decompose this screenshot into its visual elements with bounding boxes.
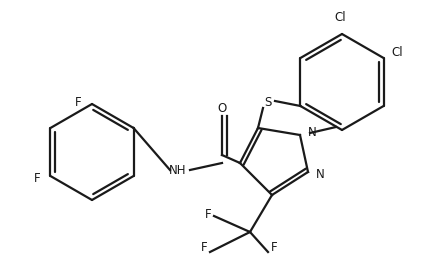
Text: N: N — [316, 168, 325, 181]
Text: O: O — [218, 102, 226, 114]
Text: Cl: Cl — [392, 47, 403, 60]
Text: F: F — [75, 95, 82, 109]
Text: Cl: Cl — [334, 11, 346, 24]
Text: S: S — [264, 97, 272, 110]
Text: NH: NH — [169, 164, 187, 177]
Text: F: F — [271, 241, 278, 254]
Text: F: F — [34, 172, 40, 185]
Text: F: F — [204, 207, 211, 221]
Text: N: N — [308, 126, 317, 139]
Text: F: F — [201, 241, 207, 254]
